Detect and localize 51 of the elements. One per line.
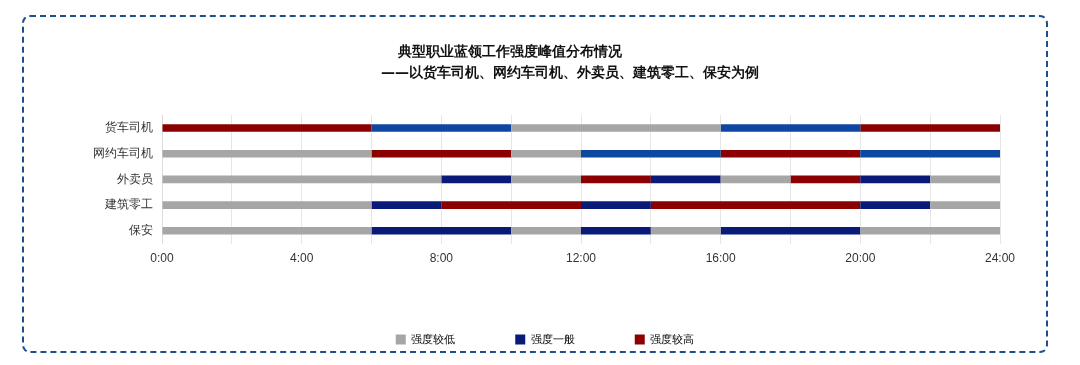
bar <box>511 124 721 132</box>
bar <box>860 201 931 209</box>
bar <box>162 226 372 235</box>
bar <box>720 226 861 235</box>
legend-label: 强度一般 <box>530 332 575 345</box>
x-tick-label: 16:00 <box>705 251 737 266</box>
bar <box>720 124 861 132</box>
bar <box>162 149 372 158</box>
bar <box>720 149 861 158</box>
bar <box>581 226 651 235</box>
y-tick-label: 保安 <box>129 223 153 238</box>
bar <box>860 124 1000 132</box>
bar <box>930 175 1000 184</box>
y-tick-label: 货车司机 <box>105 120 153 135</box>
bar <box>441 201 581 209</box>
bar <box>650 175 721 184</box>
bar <box>790 175 861 184</box>
y-tick-label: 外卖员 <box>117 171 153 186</box>
x-tick-label: 20:00 <box>845 251 876 266</box>
x-tick-label: 12:00 <box>565 251 597 266</box>
bar <box>511 175 581 184</box>
bar <box>441 175 512 184</box>
bar <box>860 226 1000 235</box>
bar <box>650 226 721 235</box>
bar <box>371 201 442 209</box>
chart-title: 典型职业蓝领工作强度峰值分布情况 <box>397 43 623 61</box>
bar <box>860 175 931 184</box>
bar <box>720 175 791 184</box>
bar <box>162 124 372 132</box>
bar <box>581 149 721 158</box>
bar <box>511 226 581 235</box>
x-tick-label: 4:00 <box>289 251 314 266</box>
bar <box>581 201 651 209</box>
legend-label: 强度较高 <box>650 332 695 345</box>
x-tick-label: 0:00 <box>150 251 174 266</box>
bar <box>650 201 861 209</box>
bar <box>371 149 512 158</box>
legend-label: 强度较低 <box>411 332 456 345</box>
bar <box>581 175 651 184</box>
bar <box>371 124 512 132</box>
chart-subtitle: ——以货车司机、网约车司机、外卖员、建筑零工、保安为例 <box>380 64 760 82</box>
bar <box>162 175 442 184</box>
bar <box>162 201 372 209</box>
x-tick-label: 24:00 <box>984 251 1016 266</box>
y-tick-label: 建筑零工 <box>104 197 153 212</box>
bar <box>371 226 512 235</box>
bar <box>930 201 1000 209</box>
bar <box>511 149 581 158</box>
y-tick-label: 网约车司机 <box>93 146 153 161</box>
x-tick-label: 8:00 <box>429 251 454 266</box>
bar <box>860 149 1000 158</box>
